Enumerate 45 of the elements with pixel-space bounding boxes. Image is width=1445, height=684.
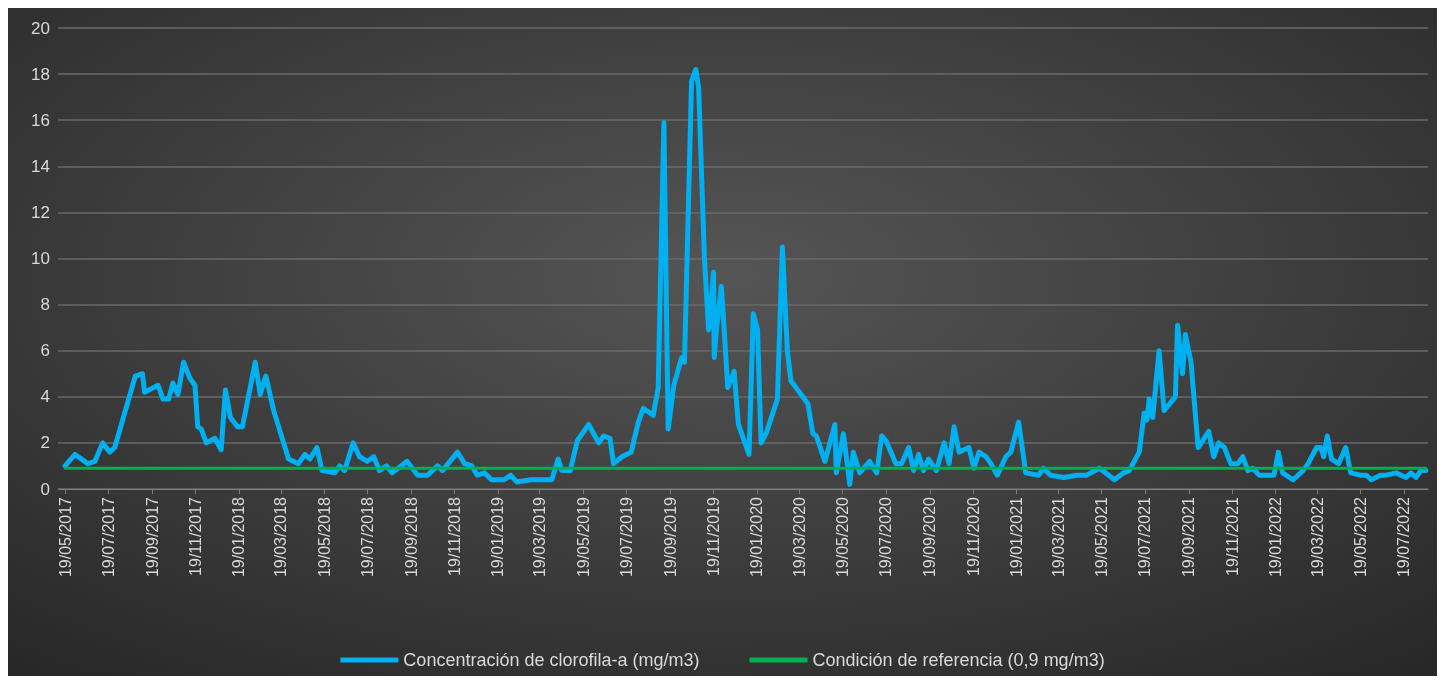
x-tick-label: 19/05/2019 — [574, 496, 592, 578]
x-tick-label: 19/01/2021 — [1008, 496, 1025, 578]
x-tick-label: 19/09/2020 — [921, 496, 939, 578]
x-tick-label: 19/07/2018 — [358, 496, 376, 578]
y-tick-label: 4 — [40, 387, 50, 407]
y-tick-label: 2 — [40, 433, 50, 453]
x-tick-label: 19/09/2018 — [402, 496, 420, 578]
x-tick-label: 19/03/2021 — [1049, 496, 1067, 578]
x-tick-label: 19/07/2021 — [1136, 496, 1154, 578]
x-tick-label: 19/03/2022 — [1308, 496, 1326, 578]
x-tick-label: 19/03/2020 — [790, 496, 808, 578]
x-tick-label: 19/05/2018 — [315, 496, 333, 578]
x-tick-label: 19/11/2018 — [446, 496, 464, 576]
y-tick-label: 6 — [40, 341, 50, 361]
x-tick-label: 19/07/2022 — [1395, 496, 1413, 578]
x-tick-label: 19/09/2019 — [661, 496, 679, 578]
x-tick-label: 19/05/2017 — [56, 496, 74, 578]
legend-label: Concentración de clorofila-a (mg/m3) — [403, 650, 700, 670]
x-tick-label: 19/05/2021 — [1093, 496, 1111, 578]
x-tick-label: 19/05/2020 — [834, 496, 852, 578]
x-tick-label: 19/11/2021 — [1223, 496, 1241, 576]
y-tick-label: 20 — [31, 18, 50, 38]
y-tick-label: 12 — [31, 202, 50, 222]
x-tick-label: 19/09/2017 — [143, 496, 161, 578]
x-tick-label: 19/01/2022 — [1266, 496, 1284, 578]
y-tick-label: 18 — [31, 64, 50, 84]
legend-label: Condición de referencia (0,9 mg/m3) — [812, 650, 1105, 670]
y-tick-label: 8 — [40, 295, 50, 315]
x-tick-label: 19/07/2020 — [877, 496, 895, 578]
x-tick-label: 19/11/2017 — [187, 496, 205, 576]
x-tick-label: 19/07/2017 — [99, 496, 117, 578]
x-tick-label: 19/05/2022 — [1352, 496, 1370, 578]
y-tick-label: 14 — [31, 156, 50, 176]
y-tick-label: 0 — [40, 479, 50, 499]
x-tick-label: 19/07/2019 — [617, 496, 635, 578]
x-tick-label: 19/09/2021 — [1180, 496, 1198, 578]
x-tick-label: 19/01/2018 — [230, 496, 248, 578]
x-tick-label: 19/03/2019 — [531, 496, 549, 578]
x-tick-label: 19/03/2018 — [272, 496, 290, 578]
x-tick-label: 19/11/2019 — [705, 496, 723, 576]
y-tick-label: 10 — [31, 249, 50, 268]
x-tick-label: 19/01/2020 — [748, 496, 766, 578]
x-tick-label: 19/01/2019 — [489, 496, 507, 578]
y-tick-label: 16 — [31, 110, 50, 130]
x-tick-label: 19/11/2020 — [964, 496, 982, 576]
